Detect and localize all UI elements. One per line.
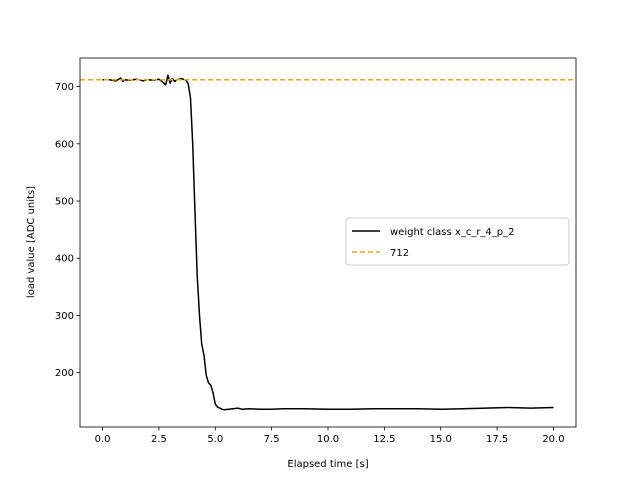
y-axis-label: load value [ADC units] bbox=[26, 186, 37, 298]
x-tick-label: 15.0 bbox=[430, 434, 452, 445]
series-line-weight-class bbox=[102, 74, 554, 411]
x-tick-label: 0.0 bbox=[95, 434, 111, 445]
legend-label-712: 712 bbox=[390, 248, 409, 259]
y-tick-label: 500 bbox=[55, 197, 74, 208]
y-tick-label: 700 bbox=[55, 82, 74, 93]
x-tick-label: 2.5 bbox=[151, 434, 167, 445]
y-tick-label: 600 bbox=[55, 139, 74, 150]
x-tick-label: 5.0 bbox=[207, 434, 223, 445]
x-tick-label: 12.5 bbox=[373, 434, 395, 445]
axes-layer: 0.0 2.5 5.0 7.5 10.0 12.5 15.0 17.5 20.0 200 300 40… bbox=[55, 57, 577, 445]
x-tick-label: 7.5 bbox=[264, 434, 280, 445]
legend: weight class x_c_r_4_p_2 712 bbox=[345, 217, 570, 266]
y-tick-label: 300 bbox=[55, 311, 74, 322]
x-axis-label: Elapsed time [s] bbox=[287, 459, 368, 470]
y-tick-label: 200 bbox=[55, 368, 74, 379]
x-tick-label: 10.0 bbox=[317, 434, 339, 445]
x-tick-label: 17.5 bbox=[486, 434, 508, 445]
legend-label-weight-class: weight class x_c_r_4_p_2 bbox=[390, 227, 515, 238]
series-layer bbox=[80, 74, 576, 411]
legend-box bbox=[345, 217, 570, 266]
x-tick-label: 20.0 bbox=[542, 434, 564, 445]
y-tick-label: 400 bbox=[55, 254, 74, 265]
